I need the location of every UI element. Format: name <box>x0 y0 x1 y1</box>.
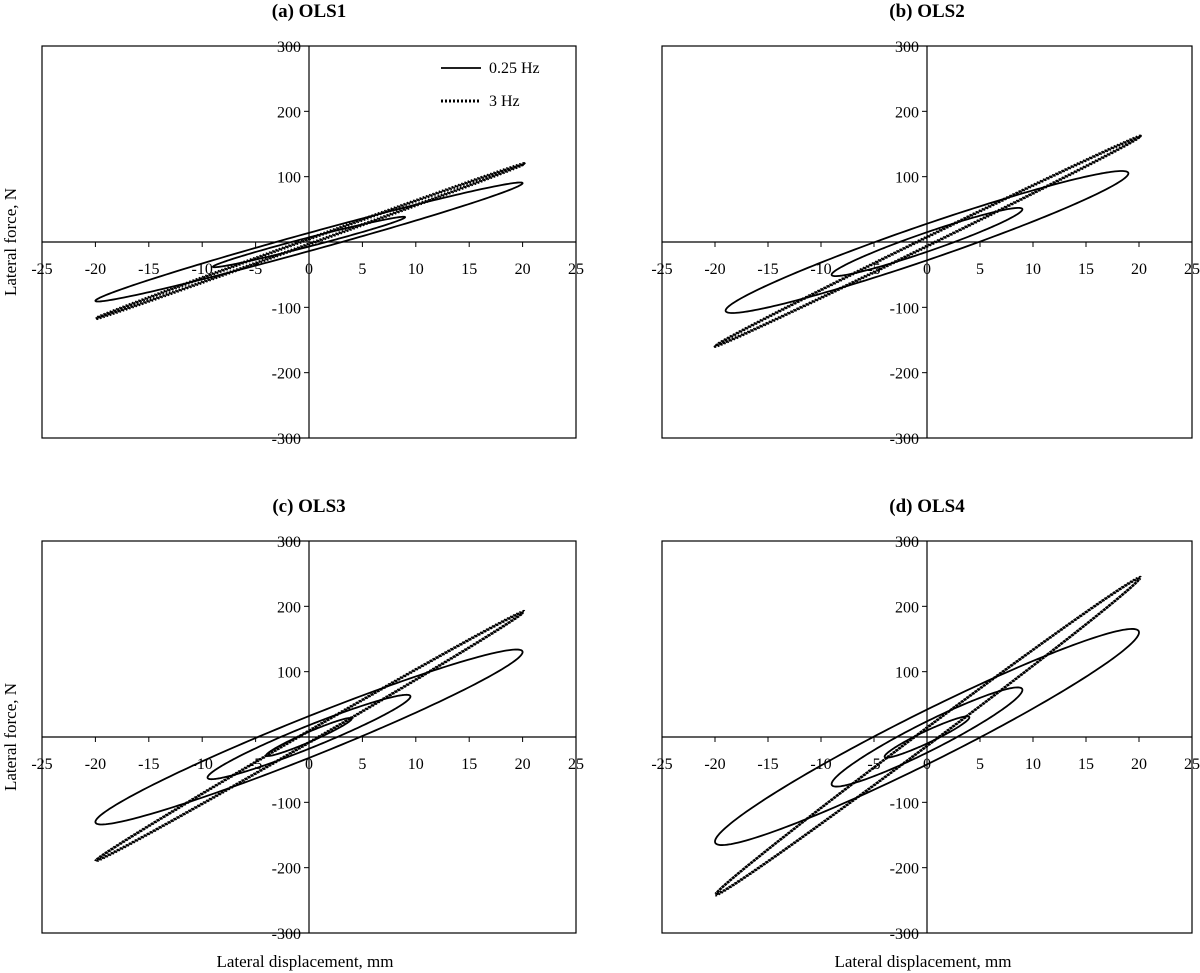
x-tick-label: -25 <box>31 756 52 773</box>
x-axis-label: Lateral displacement, mm <box>216 952 393 971</box>
series-025hz-loop-2 <box>211 215 407 269</box>
x-tick-label: -15 <box>138 261 159 278</box>
y-tick-label: -100 <box>272 300 301 317</box>
x-tick-label: -20 <box>85 756 106 773</box>
y-tick-label: 200 <box>277 599 301 616</box>
x-tick-label: -20 <box>85 261 106 278</box>
x-tick-label: 15 <box>1078 261 1094 278</box>
series-025hz-loop-2 <box>830 207 1024 277</box>
x-tick-label: 5 <box>976 756 984 773</box>
series-3hz-loop-1-cycle-2 <box>95 609 526 862</box>
x-tick-label: 5 <box>358 756 366 773</box>
panel-title: (a) OLS1 <box>272 1 346 22</box>
panel-title: (b) OLS2 <box>889 1 965 22</box>
series-025hz-loop-1 <box>94 648 524 826</box>
series-3hz-loop-1-cycle-2 <box>714 134 1143 347</box>
x-tick-label: 25 <box>1184 756 1200 773</box>
y-tick-label: -100 <box>272 795 301 812</box>
y-tick-label: 300 <box>277 39 301 56</box>
y-tick-label: -200 <box>890 366 919 383</box>
x-tick-label: 20 <box>1131 261 1147 278</box>
y-tick-label: 100 <box>895 665 919 682</box>
x-tick-label: 10 <box>408 756 424 773</box>
series-3hz-loop-1 <box>713 136 1141 348</box>
y-tick-label: -200 <box>890 861 919 878</box>
x-tick-label: -25 <box>651 261 672 278</box>
x-tick-label: 0 <box>923 261 931 278</box>
series-025hz-loop-1 <box>724 170 1130 314</box>
y-tick-label: -300 <box>890 431 919 448</box>
y-tick-label: -100 <box>890 795 919 812</box>
y-tick-label: 300 <box>895 534 919 551</box>
series-025hz-loop-2 <box>830 686 1024 788</box>
panel-title: (c) OLS3 <box>272 496 345 517</box>
legend-label: 0.25 Hz <box>489 60 540 77</box>
legend: 0.25 Hz 3 Hz <box>441 60 540 110</box>
x-tick-label: -15 <box>757 261 778 278</box>
y-tick-label: 200 <box>895 599 919 616</box>
x-tick-label: 5 <box>976 261 984 278</box>
x-tick-label: 25 <box>1184 261 1200 278</box>
y-tick-label: -100 <box>890 300 919 317</box>
x-tick-label: 15 <box>1078 756 1094 773</box>
series-3hz-loop-1-cycle-2 <box>95 162 526 319</box>
chart-panel-2: (b) OLS2-25 -20 -15 -10 -5 0 5 10 15 20 2530020010… <box>651 1 1200 448</box>
x-tick-label: -25 <box>651 756 672 773</box>
x-tick-label: 10 <box>408 261 424 278</box>
chart-panel-4: (d) OLS4-25 -20 -15 -10 -5 0 5 10 15 20 2530020010… <box>651 496 1200 971</box>
x-tick-label: 15 <box>461 261 477 278</box>
x-tick-label: 0 <box>305 261 313 278</box>
x-tick-label: -10 <box>810 261 831 278</box>
series-3hz-loop-1 <box>93 163 525 321</box>
x-tick-label: 10 <box>1025 261 1041 278</box>
y-tick-label: -300 <box>272 431 301 448</box>
y-tick-label: 100 <box>277 665 301 682</box>
series-3hz-loop-1-cycle-2 <box>715 575 1142 896</box>
y-tick-label: -200 <box>272 861 301 878</box>
y-tick-label: 100 <box>895 170 919 187</box>
y-tick-label: 300 <box>277 534 301 551</box>
y-tick-label: -300 <box>272 926 301 943</box>
x-tick-label: 15 <box>461 756 477 773</box>
legend-label: 3 Hz <box>489 93 520 110</box>
x-tick-label: 5 <box>358 261 366 278</box>
x-tick-label: 0 <box>305 756 313 773</box>
x-tick-label: 20 <box>515 261 531 278</box>
y-axis-label: Lateral force, N <box>1 683 20 791</box>
y-tick-label: 100 <box>277 170 301 187</box>
x-tick-label: -20 <box>704 261 725 278</box>
series-025hz-loop-1 <box>714 628 1140 846</box>
y-axis-label: Lateral force, N <box>1 188 20 296</box>
chart-panel-3: (c) OLS3-25 -20 -15 -10 -5 0 5 10 15 20 2530020010… <box>1 496 584 971</box>
x-tick-label: -25 <box>31 261 52 278</box>
panel-title: (d) OLS4 <box>889 496 965 517</box>
x-tick-label: 25 <box>568 756 584 773</box>
x-tick-label: -15 <box>138 756 159 773</box>
x-tick-label: 20 <box>515 756 531 773</box>
x-tick-label: 20 <box>1131 756 1147 773</box>
x-tick-label: -20 <box>704 756 725 773</box>
series-3hz-loop-1 <box>713 577 1141 897</box>
series-025hz-loop-3 <box>883 715 971 759</box>
x-tick-label: 10 <box>1025 756 1041 773</box>
y-tick-label: 200 <box>277 104 301 121</box>
y-tick-label: -300 <box>890 926 919 943</box>
y-tick-label: 200 <box>895 104 919 121</box>
y-tick-label: -200 <box>272 366 301 383</box>
x-axis-label: Lateral displacement, mm <box>834 952 1011 971</box>
series-025hz-loop-2 <box>206 693 412 781</box>
y-tick-label: 300 <box>895 39 919 56</box>
x-tick-label: -10 <box>192 756 213 773</box>
x-tick-label: 25 <box>568 261 584 278</box>
chart-panel-1: (a) OLS1-25 -20 -15 -10 -5 0 5 10 15 20 2530020010… <box>1 1 584 448</box>
x-tick-label: -15 <box>757 756 778 773</box>
